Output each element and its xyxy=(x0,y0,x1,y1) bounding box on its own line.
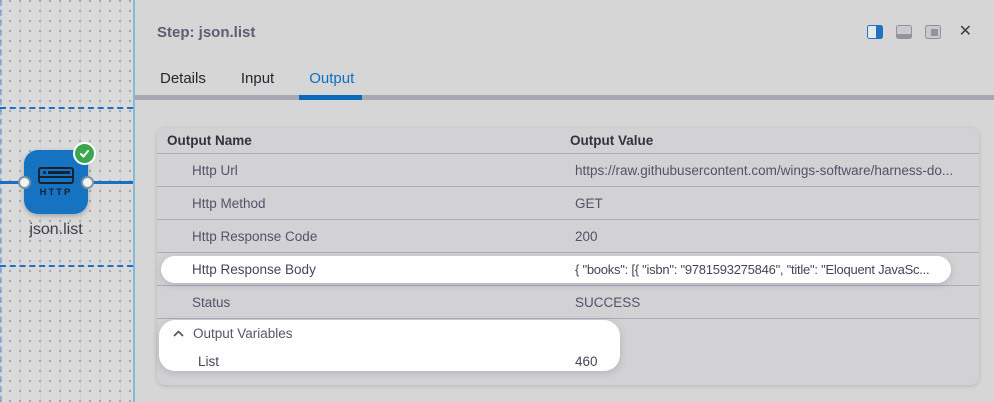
http-icon-label: HTTP xyxy=(39,186,73,198)
float-panel-icon[interactable] xyxy=(924,25,941,39)
tab-output[interactable]: Output xyxy=(299,70,363,100)
table-row-http-response-body-highlighted: Http Response Body { "books": [{ "isbn":… xyxy=(157,253,979,286)
node-output-port xyxy=(81,175,94,189)
output-table-card: Output Name Output Value Http Url https:… xyxy=(157,128,979,385)
panel-title: Step: json.list xyxy=(157,24,256,41)
tab-divider-band xyxy=(135,95,994,100)
table-row-status: Status SUCCESS xyxy=(157,286,979,319)
chevron-up-icon[interactable] xyxy=(173,330,184,337)
table-header-row: Output Name Output Value xyxy=(157,128,979,154)
stage-dashed-line-top xyxy=(0,107,133,109)
dock-bottom-icon[interactable] xyxy=(895,25,912,39)
column-header-output-name: Output Name xyxy=(167,133,252,148)
column-header-output-value: Output Value xyxy=(570,133,654,148)
dock-right-icon[interactable] xyxy=(866,25,883,39)
http-step-icon: HTTP xyxy=(38,166,74,198)
tab-input[interactable]: Input xyxy=(240,70,275,87)
output-variables-header[interactable]: Output Variables xyxy=(157,319,979,348)
panel-window-controls: ✕ xyxy=(866,23,972,40)
table-row-http-method: Http Method GET xyxy=(157,187,979,220)
step-node-label: json.list xyxy=(29,221,83,238)
output-variables-group-highlighted: Output Variables List 460 xyxy=(157,319,979,375)
table-row-list: List 460 xyxy=(198,354,598,369)
panel-tabs: Details Input Output xyxy=(160,70,363,100)
table-row-http-url: Http Url https://raw.githubusercontent.c… xyxy=(157,154,979,187)
stage-boundary-dashed-line xyxy=(0,0,2,402)
table-row-http-response-code: Http Response Code 200 xyxy=(157,220,979,253)
node-input-port xyxy=(18,175,31,189)
step-details-panel: Step: json.list ✕ Details Input Output O… xyxy=(133,0,994,402)
success-check-icon xyxy=(73,142,96,165)
output-variables-label: Output Variables xyxy=(193,326,293,341)
tab-details[interactable]: Details xyxy=(160,70,206,87)
stage-dashed-line-bottom xyxy=(0,265,133,267)
pipeline-canvas: HTTP json.list xyxy=(0,0,133,402)
close-icon[interactable]: ✕ xyxy=(958,23,972,40)
